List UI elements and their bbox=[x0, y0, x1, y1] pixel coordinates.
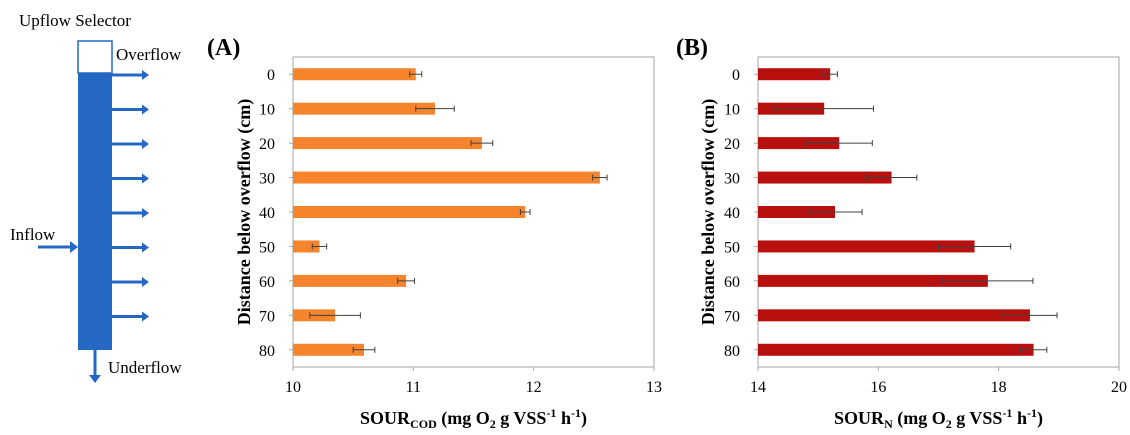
error-bar bbox=[865, 174, 918, 181]
diagram-title: Upflow Selector bbox=[19, 11, 131, 30]
bar bbox=[758, 309, 1030, 322]
selector-column bbox=[78, 73, 112, 350]
outlet-arrow bbox=[112, 311, 149, 322]
y-tick-label: 20 bbox=[724, 136, 740, 153]
bar bbox=[758, 343, 1034, 356]
chart-b: (B) 0 10 20 30 40 50 60 70 80 14 16 18 20 Distance bel… bbox=[676, 35, 1127, 431]
overflow-label: Overflow bbox=[116, 45, 182, 64]
selector-top-outline bbox=[77, 40, 113, 74]
bar bbox=[293, 102, 435, 115]
outlet-arrow bbox=[112, 208, 149, 218]
x-tick-label: 10 bbox=[285, 379, 301, 396]
error-bar bbox=[415, 105, 455, 112]
bar bbox=[758, 274, 988, 287]
error-bar bbox=[774, 105, 875, 112]
error-bar bbox=[807, 209, 863, 215]
y-tick-label: 40 bbox=[724, 205, 740, 222]
outlet-arrow bbox=[112, 242, 149, 253]
y-tick-label: 60 bbox=[724, 274, 740, 291]
error-bar bbox=[397, 277, 416, 284]
x-tick-label: 11 bbox=[406, 379, 421, 396]
error-bar bbox=[519, 209, 531, 215]
outlet-arrow bbox=[112, 277, 149, 287]
underflow-label: Underflow bbox=[108, 358, 182, 377]
y-tick-label: 0 bbox=[732, 67, 740, 84]
error-bar bbox=[938, 243, 1012, 250]
bar bbox=[293, 274, 407, 287]
inflow-arrow bbox=[38, 241, 78, 253]
bar bbox=[758, 68, 831, 81]
y-tick-label: 30 bbox=[259, 171, 275, 188]
x-tick-label: 14 bbox=[750, 379, 766, 396]
error-bar bbox=[470, 140, 494, 147]
y-tick-label: 10 bbox=[259, 102, 275, 119]
y-tick-label: 50 bbox=[724, 239, 740, 256]
y-axis-label: Distance below overflow (cm) bbox=[234, 99, 255, 325]
y-tick-label: 80 bbox=[724, 343, 740, 360]
bar bbox=[293, 171, 600, 184]
chart-a: (A) 0 10 20 30 40 50 60 70 80 10 11 12 13 Distance bel… bbox=[207, 35, 662, 431]
inflow-label: Inflow bbox=[10, 225, 56, 244]
x-tick-label: 12 bbox=[526, 379, 542, 396]
x-tick-label: 18 bbox=[991, 379, 1007, 396]
panel-label: (B) bbox=[676, 35, 708, 61]
x-tick-label: 13 bbox=[646, 379, 662, 396]
bar bbox=[293, 137, 482, 150]
outlet-arrow bbox=[112, 173, 149, 184]
y-tick-label: 80 bbox=[259, 343, 275, 360]
x-tick-label: 20 bbox=[1111, 379, 1127, 396]
y-tick-label: 50 bbox=[259, 239, 275, 256]
error-bar bbox=[311, 243, 328, 250]
outlet-arrow bbox=[112, 139, 149, 149]
y-tick-label: 40 bbox=[259, 205, 275, 222]
error-bar bbox=[409, 71, 423, 78]
outlet-arrow bbox=[112, 70, 149, 80]
error-bar bbox=[805, 140, 873, 147]
bar bbox=[758, 240, 975, 253]
error-bar bbox=[352, 346, 376, 353]
outlet-arrows bbox=[112, 70, 149, 322]
bar bbox=[293, 206, 526, 218]
y-tick-label: 60 bbox=[259, 274, 275, 291]
y-tick-label: 70 bbox=[259, 308, 275, 325]
y-tick-label: 30 bbox=[724, 171, 740, 188]
error-bar bbox=[822, 71, 838, 78]
error-bar bbox=[592, 174, 608, 181]
outlet-arrow bbox=[112, 104, 149, 115]
bar bbox=[293, 68, 416, 81]
y-tick-label: 70 bbox=[724, 308, 740, 325]
error-bar bbox=[1019, 346, 1048, 353]
bar bbox=[758, 137, 840, 150]
bar bbox=[293, 343, 364, 356]
underflow-arrow bbox=[89, 350, 101, 383]
x-tick-label: 16 bbox=[870, 379, 886, 396]
y-axis-label: Distance below overflow (cm) bbox=[698, 99, 719, 325]
error-bar bbox=[309, 312, 361, 319]
panel-label: (A) bbox=[207, 35, 240, 61]
x-axis-label: SOURN (mg O2 g VSS-1 h-1) bbox=[834, 406, 1043, 431]
error-bar bbox=[1002, 312, 1058, 319]
upflow-selector-diagram: Upflow Selector Overflow Inflow Underflo… bbox=[10, 11, 182, 383]
error-bar bbox=[942, 277, 1034, 284]
y-tick-label: 20 bbox=[259, 136, 275, 153]
x-axis-label: SOURCOD (mg O2 g VSS-1 h-1) bbox=[360, 406, 587, 431]
bar bbox=[293, 240, 320, 253]
bar bbox=[758, 171, 892, 184]
bar bbox=[758, 206, 836, 218]
y-tick-label: 10 bbox=[724, 102, 740, 119]
y-tick-label: 0 bbox=[267, 67, 275, 84]
